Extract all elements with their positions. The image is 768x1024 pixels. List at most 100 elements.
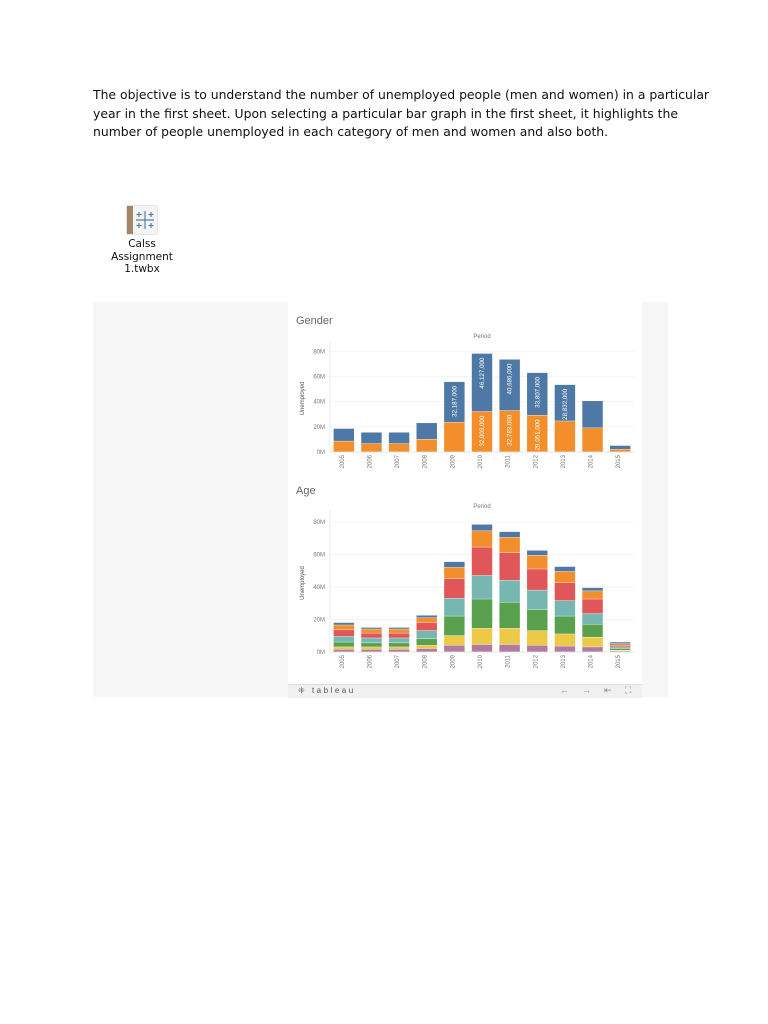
y-tick-label: 40M <box>313 400 325 406</box>
chart-title: Gender <box>296 315 333 327</box>
bar-segment <box>609 647 631 649</box>
attachment-name-line2: 1.twbx <box>124 263 160 275</box>
bar-segment <box>471 599 493 629</box>
bar-segment <box>609 449 631 452</box>
undo-icon[interactable]: ← <box>560 685 569 695</box>
bar-segment <box>527 555 548 569</box>
x-tick-label: 2009 <box>450 654 456 668</box>
bar-segment <box>333 441 355 452</box>
y-axis-label: Unemployed <box>300 382 306 416</box>
bar-segment <box>361 643 382 647</box>
x-tick-label: 2006 <box>367 654 373 668</box>
bar-segment <box>444 567 465 579</box>
x-tick-label: 2011 <box>506 654 512 668</box>
paragraph-line: number of people unemployed in each cate… <box>93 124 609 139</box>
fullscreen-icon[interactable]: ⛶ <box>625 685 632 695</box>
bar-segment <box>361 629 382 633</box>
x-tick-label: 2013 <box>561 654 567 668</box>
attachment-name-line1: Calss Assignment <box>111 238 173 263</box>
data-label: 32,003,000 <box>479 415 486 447</box>
bar-segment <box>471 524 493 531</box>
bar-segment <box>554 634 576 646</box>
bar-segment <box>527 645 548 652</box>
bar-segment <box>582 637 603 647</box>
data-label: 40,686,000 <box>507 363 514 395</box>
bar-segment <box>361 432 382 444</box>
bar-segment <box>416 630 437 639</box>
bar-segment <box>471 644 493 652</box>
revert-icon[interactable]: ⇤ <box>604 685 612 695</box>
workbook-attachment[interactable]: Calss Assignment 1.twbx <box>96 205 188 276</box>
bar-segment <box>527 415 548 452</box>
y-tick-label: 80M <box>313 349 325 355</box>
paragraph-line: year in the first sheet. Upon selecting … <box>93 105 678 121</box>
tableau-dashboard[interactable]: Gender Period Unemployed 0M 20M 40M 60M 80M 2005… <box>288 302 642 698</box>
bar-segment <box>388 649 410 652</box>
y-tick-label: 40M <box>313 585 325 591</box>
x-tick-label: 2012 <box>533 454 539 468</box>
x-tick-label: 2014 <box>589 654 595 668</box>
bar-segment <box>582 599 603 614</box>
bar-segment <box>388 643 410 647</box>
bar-segment <box>471 575 493 599</box>
y-tick-label: 20M <box>313 618 325 624</box>
y-tick-label: 80M <box>313 520 325 526</box>
data-label: 33,807,000 <box>534 376 541 408</box>
bar-segment <box>554 583 576 601</box>
bar-segment <box>499 552 520 581</box>
bar-segment <box>333 625 355 630</box>
bar-segment <box>554 600 576 616</box>
bar-segment <box>416 617 437 623</box>
bar-segment <box>499 628 520 645</box>
bar-segment <box>361 443 382 452</box>
bar-segment <box>554 571 576 583</box>
data-label: 28,832,000 <box>562 388 569 420</box>
bar-segment <box>361 638 382 643</box>
objective-paragraph: The objective is to understand the numbe… <box>93 86 710 142</box>
bar-segment <box>609 445 631 450</box>
bar-segment <box>333 636 355 642</box>
bar-segment <box>388 629 410 633</box>
bar-segment <box>471 531 493 547</box>
data-label: 32,187,000 <box>451 385 458 417</box>
redo-icon[interactable]: → <box>582 685 591 695</box>
bar-segment <box>582 647 603 652</box>
bar-segment <box>499 644 520 652</box>
bar-segment <box>444 635 465 646</box>
y-tick-label: 20M <box>313 425 325 431</box>
bar-segment <box>582 591 603 599</box>
bar-segment <box>471 353 493 412</box>
bar-segment <box>416 622 437 631</box>
bar-segment <box>609 643 631 646</box>
bar-segment <box>471 411 493 452</box>
bar-segment <box>471 628 493 645</box>
bar-segment <box>444 578 465 599</box>
bar-segment <box>361 627 382 629</box>
x-tick-label: 2007 <box>395 454 401 468</box>
bar-segment <box>499 580 520 603</box>
bar-segment <box>582 613 603 624</box>
x-tick-label: 2015 <box>616 654 622 668</box>
bar-segment <box>527 372 548 416</box>
tableau-toolbar: ⁜ tableau ← → ⇤ ⛶ <box>288 684 642 698</box>
paragraph-line: The objective is to understand the numbe… <box>93 87 710 102</box>
tableau-logo: ⁜ tableau <box>298 686 356 695</box>
bar-segment <box>499 531 520 538</box>
x-tick-label: 2005 <box>340 654 346 668</box>
bar-segment <box>582 401 603 428</box>
bar-segment <box>444 645 465 652</box>
data-label: 46,127,000 <box>479 357 486 389</box>
bar-segment <box>333 630 355 637</box>
y-tick-label: 60M <box>313 374 325 380</box>
y-tick-label: 0M <box>317 450 325 456</box>
bar-segment <box>388 647 410 650</box>
bar-segment <box>416 648 437 652</box>
y-axis-label: Unemployed <box>300 566 306 600</box>
x-tick-label: 2010 <box>478 454 484 468</box>
bar-segment <box>361 647 382 650</box>
bar-segment <box>582 428 603 452</box>
bar-segment <box>388 627 410 629</box>
x-tick-label: 2007 <box>395 654 401 668</box>
data-label: 32,783,000 <box>507 414 514 446</box>
bar-segment <box>416 639 437 646</box>
